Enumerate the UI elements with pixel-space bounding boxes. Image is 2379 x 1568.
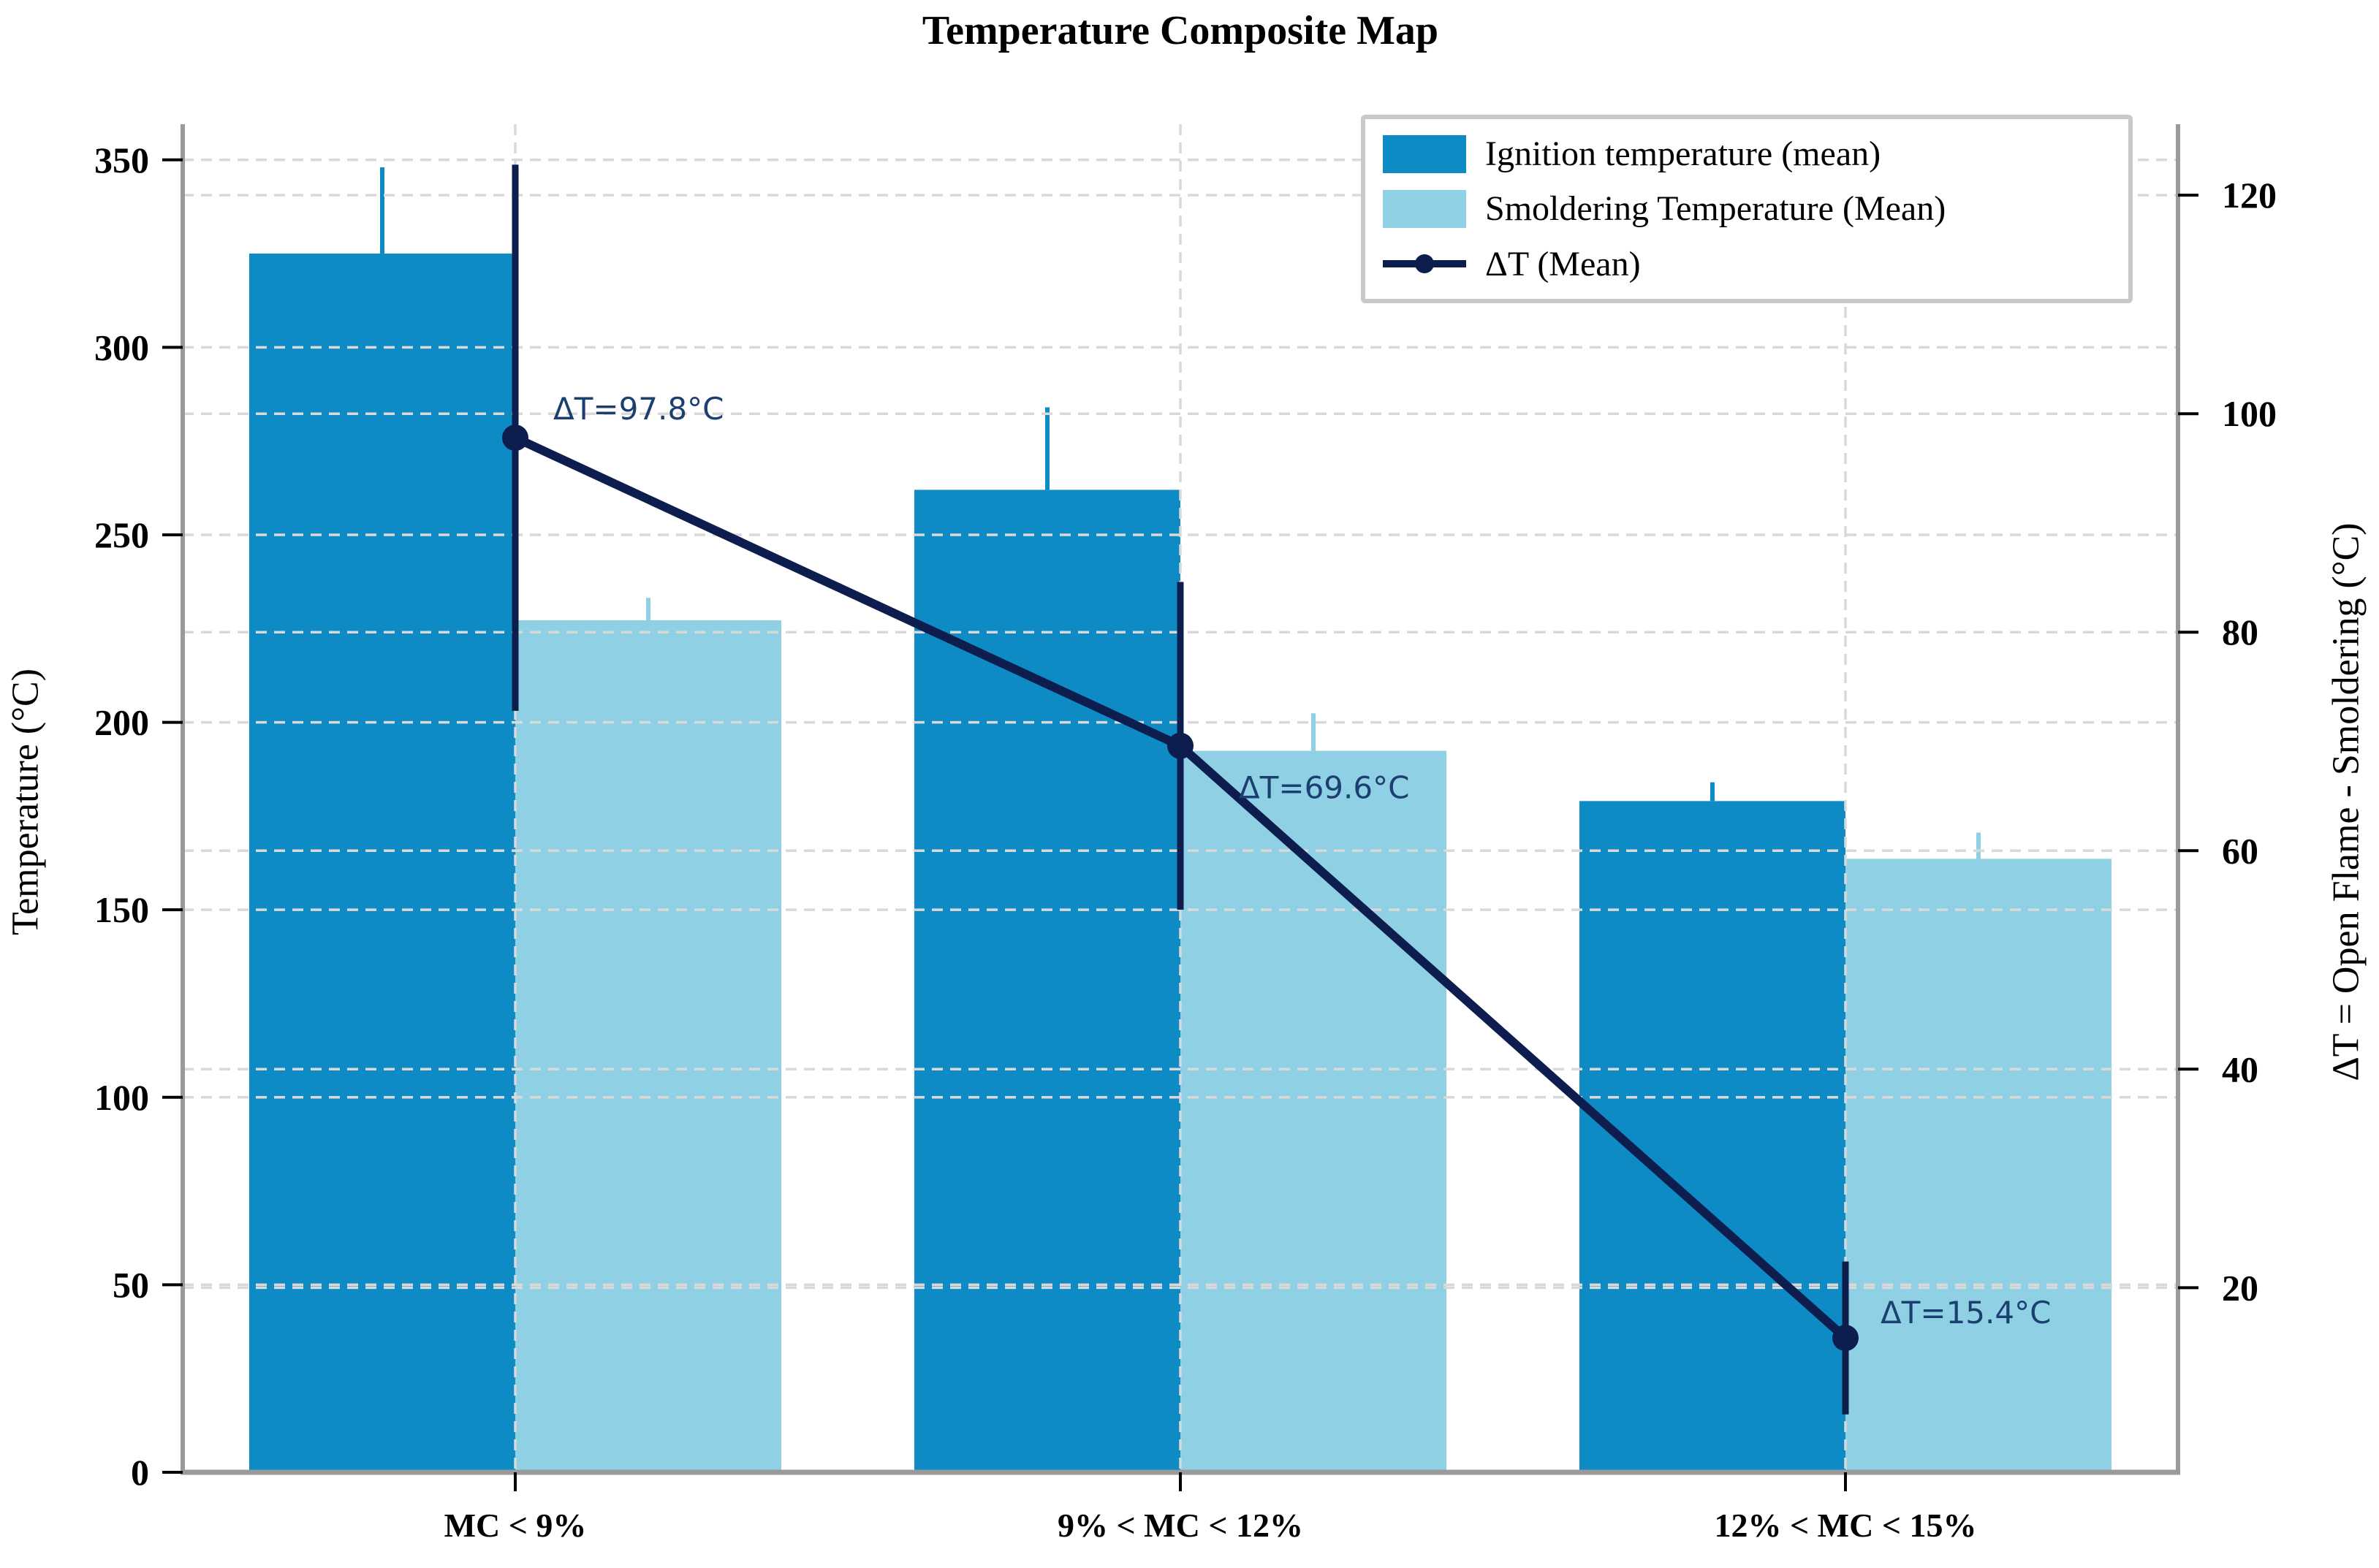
right-tick-label: 40: [2222, 1048, 2258, 1089]
legend-item-delta: ΔT (Mean): [1383, 238, 2111, 289]
legend-label-ignition: Ignition temperature (mean): [1485, 134, 1881, 174]
left-tick-label: 150: [94, 889, 149, 930]
delta-marker: [502, 425, 528, 452]
left-axis-label: Temperature (°C): [4, 668, 47, 936]
left-tick-label: 350: [94, 140, 149, 180]
ignition-bar: [249, 254, 515, 1473]
legend-label-delta: ΔT (Mean): [1485, 244, 1641, 283]
right-tick-label: 80: [2222, 612, 2258, 652]
right-axis-label: ΔT = Open Flame - Smoldering (°C): [2325, 522, 2367, 1081]
right-tick-label: 20: [2222, 1267, 2258, 1308]
ignition-swatch-icon: [1383, 134, 1466, 173]
category-label: 9% < MC < 12%: [1058, 1507, 1303, 1544]
left-tick-label: 50: [113, 1264, 149, 1305]
legend-label-smoldering: Smoldering Temperature (Mean): [1485, 189, 1946, 229]
left-tick-label: 300: [94, 327, 149, 368]
left-tick-label: 250: [94, 514, 149, 555]
legend-item-ignition: Ignition temperature (mean): [1383, 129, 2111, 180]
left-tick-label: 100: [94, 1077, 149, 1118]
category-label: 12% < MC < 15%: [1714, 1507, 1976, 1544]
smoldering-bar: [1845, 859, 2111, 1472]
legend-item-smoldering: Smoldering Temperature (Mean): [1383, 183, 2111, 235]
right-tick-label: 100: [2222, 393, 2277, 434]
left-tick-label: 200: [94, 702, 149, 743]
smoldering-bar: [515, 620, 781, 1473]
delta-marker: [1167, 732, 1194, 759]
left-tick-label: 0: [131, 1452, 149, 1493]
smoldering-bar: [1180, 750, 1446, 1472]
right-tick-label: 60: [2222, 830, 2258, 871]
delta-marker: [1832, 1325, 1859, 1352]
chart-title: Temperature Composite Map: [922, 8, 1439, 53]
legend: Ignition temperature (mean) Smoldering T…: [1361, 115, 2133, 303]
category-label: MC < 9%: [444, 1507, 587, 1544]
smoldering-swatch-icon: [1383, 189, 1466, 228]
delta-line-swatch-icon: [1383, 245, 1466, 283]
ignition-bar: [914, 490, 1180, 1472]
delta-annotation: ΔT=69.6°C: [1239, 770, 1409, 806]
right-tick-label: 120: [2222, 175, 2277, 216]
delta-annotation: ΔT=15.4°C: [1881, 1295, 2051, 1331]
delta-annotation: ΔT=97.8°C: [553, 391, 724, 427]
